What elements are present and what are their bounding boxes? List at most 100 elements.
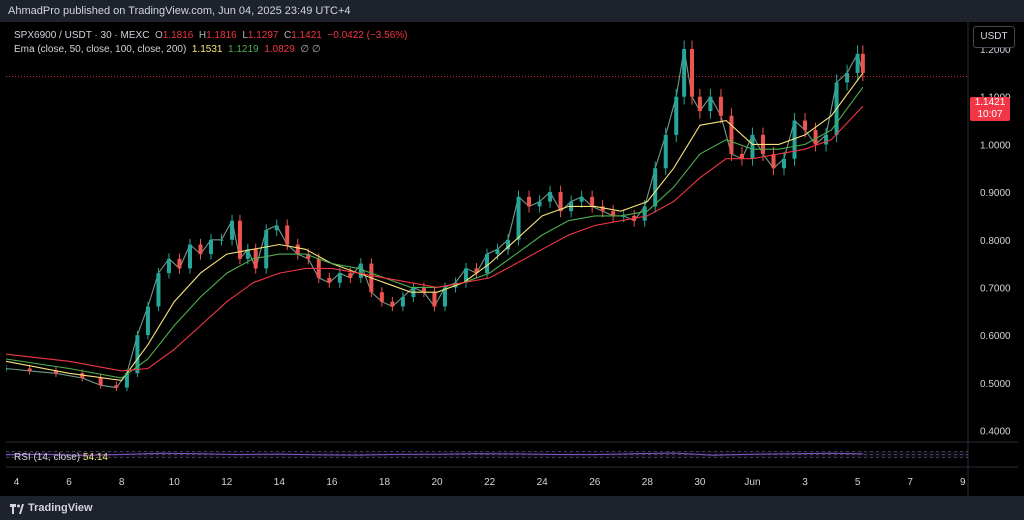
candle-body	[803, 120, 808, 131]
candle-body	[264, 230, 269, 269]
candle-body	[690, 49, 695, 97]
candle-body	[771, 153, 776, 169]
x-tick-label: 30	[694, 477, 706, 488]
footer-brand[interactable]: TradingView	[28, 502, 93, 514]
rsi-label[interactable]: RSI (14, close)	[14, 452, 81, 463]
ema-extra: ∅ ∅	[300, 44, 321, 55]
candle-body	[177, 258, 182, 269]
x-tick-label: 26	[589, 477, 601, 488]
candle-body	[718, 96, 723, 116]
candle-body	[708, 96, 713, 112]
x-tick-label: 4	[14, 477, 20, 488]
publish-header: AhmadPro published on TradingView.com, J…	[0, 0, 1024, 22]
candle-body	[306, 254, 311, 259]
x-tick-label: 18	[379, 477, 391, 488]
candle-body	[824, 134, 829, 145]
price-tag-countdown: 10:07	[977, 109, 1003, 120]
candle-body	[432, 292, 437, 307]
candle-body	[516, 196, 521, 240]
candle-body	[124, 373, 129, 388]
y-tick-label: 0.7000	[980, 283, 1011, 294]
candle-body	[527, 196, 532, 207]
y-tick-label: 0.4000	[980, 426, 1011, 437]
candle-body	[682, 49, 687, 97]
candle-body	[663, 134, 668, 169]
ema200-line	[5, 105, 864, 372]
x-tick-label: Jun	[744, 477, 760, 488]
candle-body	[739, 153, 744, 159]
candle-body	[485, 254, 489, 274]
rsi-value: 54.14	[82, 452, 108, 463]
y-tick-label: 0.8000	[980, 236, 1011, 247]
ema100-line	[5, 86, 864, 379]
candle-body	[495, 249, 500, 255]
candle-body	[537, 201, 542, 207]
price-chart[interactable]: 1.20001.10001.00000.90000.80000.70000.60…	[4, 22, 1018, 496]
candle-body	[166, 258, 171, 274]
close-label: C	[284, 30, 292, 41]
candle-body	[145, 306, 150, 336]
candle-body	[621, 215, 626, 217]
ema200-value: 1.0829	[264, 44, 295, 55]
candle-body	[295, 244, 300, 255]
candle-body	[474, 268, 479, 274]
candle-body	[697, 96, 702, 112]
candle-body	[327, 277, 332, 283]
candle-body	[729, 115, 734, 154]
x-tick-label: 6	[66, 477, 72, 488]
candle-body	[285, 225, 290, 245]
rsi-line	[5, 452, 863, 456]
candle-body	[245, 249, 250, 259]
symbol-name[interactable]: SPX6900 / USDT · 30 · MEXC	[14, 30, 150, 41]
price-tag-value: 1.1421	[974, 97, 1006, 108]
x-tick-label: 20	[431, 477, 443, 488]
candle-body	[463, 268, 468, 283]
low-value: 1.1297	[247, 30, 279, 41]
candle-body	[782, 158, 787, 169]
publish-info: AhmadPro published on TradingView.com, J…	[8, 5, 351, 17]
x-tick-label: 22	[484, 477, 496, 488]
ema-legend: Ema (close, 50, close, 100, close, 200) …	[14, 44, 321, 55]
x-tick-label: 9	[960, 477, 966, 488]
candle-body	[400, 296, 405, 307]
change-value: −0.0422 (−3.56%)	[327, 30, 408, 41]
y-tick-label: 1.2000	[980, 45, 1011, 56]
candle-body	[348, 273, 353, 278]
candle-body	[558, 192, 563, 212]
candle-body	[198, 244, 203, 255]
candle-body	[379, 292, 384, 302]
footer-bar: TradingView	[0, 496, 1024, 520]
low-label: L	[242, 30, 248, 41]
candle-body	[653, 168, 658, 207]
candle-body	[209, 239, 214, 255]
x-tick-label: 5	[855, 477, 861, 488]
candle-body	[114, 385, 119, 388]
currency-button[interactable]: USDT	[973, 26, 1015, 48]
candle-body	[442, 287, 447, 307]
candle-body	[187, 244, 192, 269]
ema-label[interactable]: Ema (close, 50, close, 100, close, 200)	[14, 44, 187, 55]
candle-body	[855, 53, 860, 73]
price-line	[5, 49, 864, 389]
y-tick-label: 1.0000	[980, 140, 1011, 151]
high-label: H	[198, 30, 207, 41]
chart-frame: 1.20001.10001.00000.90000.80000.70000.60…	[4, 22, 1018, 496]
candle-body	[611, 211, 616, 216]
candle-body	[421, 287, 426, 293]
candle-body	[579, 196, 584, 202]
x-tick-label: 14	[274, 477, 286, 488]
x-tick-label: 3	[802, 477, 808, 488]
candle-body	[590, 196, 595, 207]
price-tag: 1.1421 10:07	[970, 97, 1010, 121]
candle-body	[135, 335, 140, 374]
candle-body	[230, 220, 235, 240]
ema50-line	[5, 72, 864, 381]
ema50-value: 1.1531	[191, 44, 223, 55]
candle-body	[219, 239, 224, 241]
symbol-legend: SPX6900 / USDT · 30 · MEXC O1.1816 H1.18…	[14, 30, 407, 41]
candle-body	[156, 273, 161, 307]
x-tick-label: 16	[326, 477, 338, 488]
tradingview-logo-icon	[10, 504, 24, 514]
candle-body	[80, 373, 85, 379]
candle-body	[642, 206, 647, 221]
